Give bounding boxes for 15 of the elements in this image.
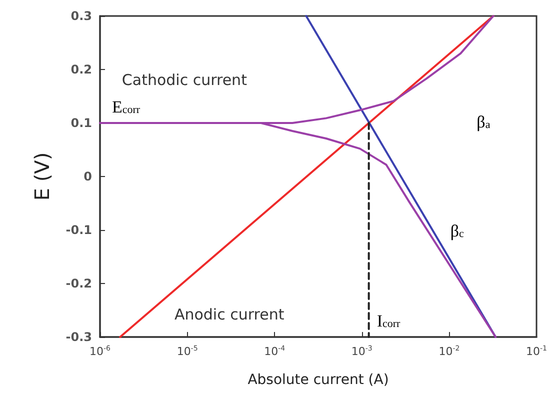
y-tick-label: 0.3 <box>70 9 92 23</box>
annotation: βa <box>476 112 490 132</box>
y-tick-label: -0.3 <box>66 330 92 344</box>
annotation: Icorr <box>376 312 401 330</box>
y-tick-label: 0.1 <box>70 116 92 130</box>
y-tick-label: 0 <box>84 170 92 184</box>
annotation: Anodic current <box>174 306 284 324</box>
y-tick-label: 0.2 <box>70 62 92 76</box>
x-axis-title: Absolute current (A) <box>248 372 389 388</box>
y-tick-label: -0.2 <box>66 276 92 290</box>
annotation: βc <box>450 222 464 241</box>
y-axis-title: E (V) <box>30 152 54 201</box>
y-tick-label: -0.1 <box>66 223 92 237</box>
annotation: Ecorr <box>112 98 140 116</box>
annotation: Cathodic current <box>122 71 248 90</box>
